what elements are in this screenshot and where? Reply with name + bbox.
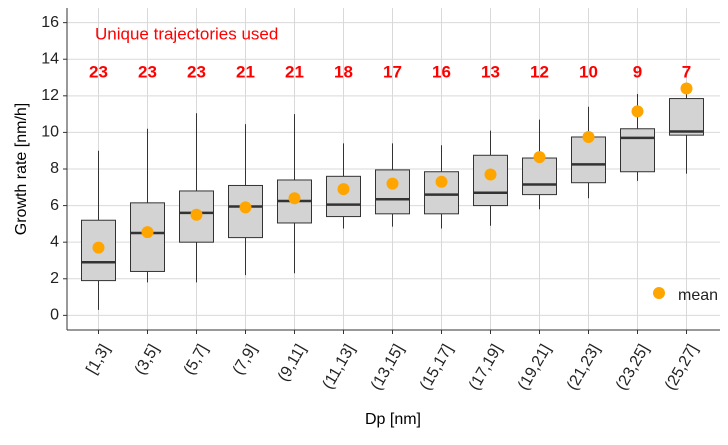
box (669, 98, 704, 136)
x-tick-label: (23,25] (613, 342, 653, 394)
count-label: 23 (89, 62, 108, 81)
y-tick-label: 16 (41, 14, 59, 31)
count-label: 12 (530, 62, 549, 81)
box (375, 169, 410, 215)
box (571, 136, 606, 184)
y-tick-label: 10 (41, 124, 59, 141)
mean-point (337, 183, 350, 196)
y-tick-label: 14 (41, 50, 59, 67)
x-tick-label: (5,7] (181, 342, 212, 378)
count-label: 10 (579, 62, 598, 81)
count-label: 23 (138, 62, 157, 81)
count-label: 7 (682, 62, 691, 81)
y-tick-label: 4 (50, 233, 59, 250)
count-label: 16 (432, 62, 451, 81)
y-tick-label: 2 (50, 270, 59, 287)
x-tick-label: (19,21] (515, 342, 555, 394)
mean-point (141, 226, 154, 239)
mean-point (435, 175, 448, 188)
annotation: Unique trajectories used (95, 24, 278, 43)
mean-point (386, 177, 399, 190)
mean-point (92, 241, 105, 254)
mean-point (631, 105, 644, 118)
mean-point (484, 168, 497, 181)
count-label: 18 (334, 62, 353, 81)
y-tick-label: 6 (50, 197, 59, 214)
y-tick-label: 12 (41, 87, 59, 104)
x-tick-label: [1,3] (83, 342, 113, 377)
count-label: 23 (187, 62, 206, 81)
mean-point (288, 192, 301, 205)
y-tick-label: 8 (50, 160, 59, 177)
x-tick-label: (13,15] (368, 342, 408, 394)
box (326, 175, 361, 218)
mean-point (582, 130, 595, 143)
count-label: 21 (285, 62, 304, 81)
box (620, 128, 655, 173)
count-label: 21 (236, 62, 255, 81)
x-axis-label: Dp [nm] (365, 411, 421, 428)
x-tick-label: (25,27] (662, 342, 702, 394)
mean-point (533, 151, 546, 164)
x-tick-label: (3,5] (132, 342, 163, 378)
y-tick-label: 0 (50, 307, 59, 324)
box (522, 157, 557, 196)
mean-point (239, 201, 252, 214)
count-label: 9 (633, 62, 642, 81)
x-tick-label: (11,13] (320, 342, 359, 393)
y-axis-label: Growth rate [nm/h] (13, 103, 30, 236)
mean-point (190, 208, 203, 221)
legend-label: mean (678, 287, 718, 304)
x-tick-label: (21,23] (564, 342, 604, 394)
count-label: 13 (481, 62, 500, 81)
x-tick-label: (15,17] (417, 342, 457, 394)
count-label: 17 (383, 62, 402, 81)
legend-marker (653, 287, 665, 299)
x-tick-label: (7,9] (230, 342, 261, 378)
x-tick-label: (17,19] (466, 342, 506, 394)
x-tick-label: (9,11] (275, 342, 310, 385)
mean-point (680, 82, 693, 95)
